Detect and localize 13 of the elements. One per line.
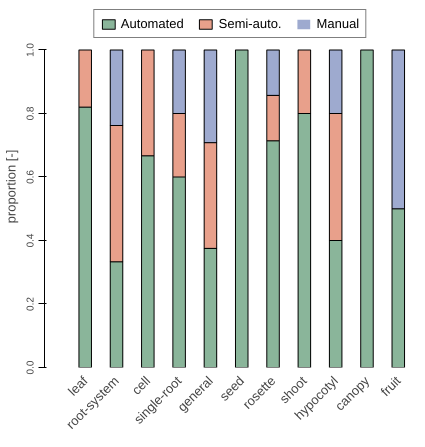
y-tick-label: 0.4 [26,233,36,248]
y-tick-label: 0.2 [26,296,36,311]
x-tick-label: fruit [378,372,404,400]
y-axis-title: proportion [-] [4,150,18,224]
legend-label: Semi-auto. [218,16,282,31]
y-tick-label: 1.0 [26,42,36,57]
y-tick-label: 0.0 [26,360,36,374]
y-tick-label: 0.8 [26,106,36,120]
y-tick-label: 0.6 [26,170,36,184]
legend-label: Manual [316,16,360,31]
bar [360,49,374,368]
bar [234,49,248,368]
legend-label: Automated [120,16,184,31]
